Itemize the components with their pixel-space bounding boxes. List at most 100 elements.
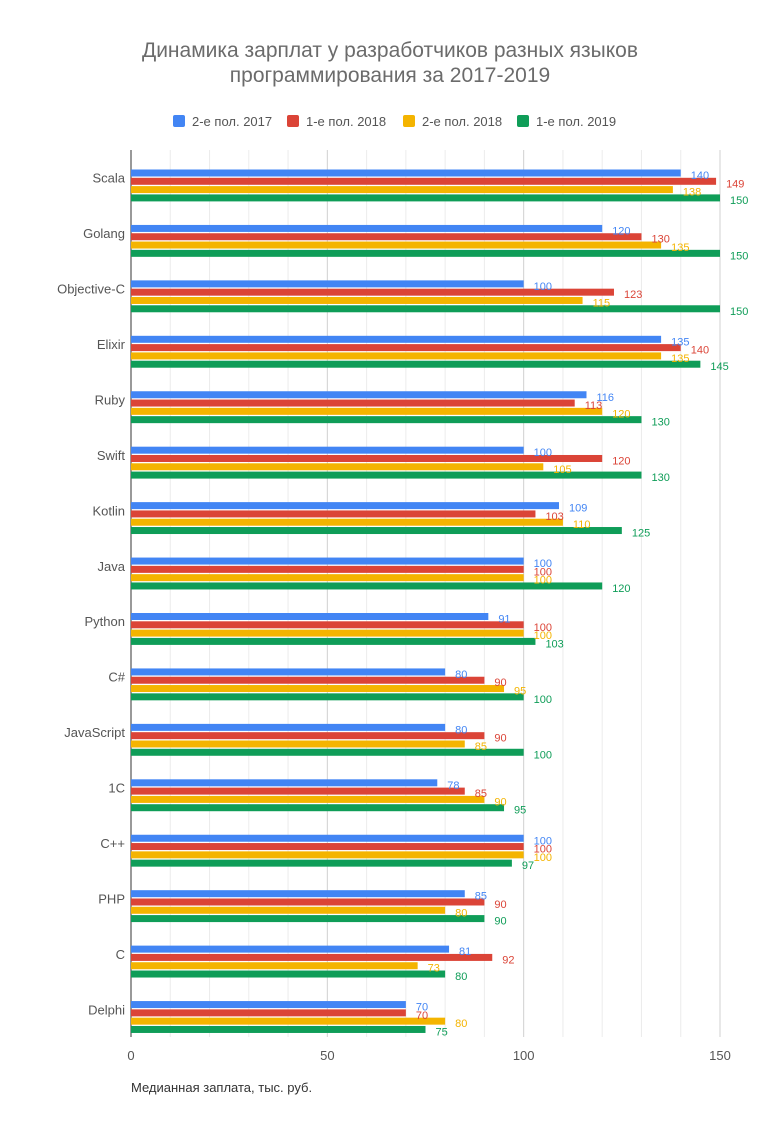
data-label: 90 xyxy=(494,796,506,808)
chart-title-line-2: программирования за 2017-2019 xyxy=(230,64,550,87)
x-tick-label: 50 xyxy=(320,1048,334,1063)
data-label: 135 xyxy=(671,242,689,254)
data-label: 90 xyxy=(494,677,506,689)
data-label: 100 xyxy=(534,281,552,293)
data-label: 92 xyxy=(502,954,514,966)
x-tick-label: 0 xyxy=(127,1048,134,1063)
data-label: 100 xyxy=(534,835,552,847)
bar xyxy=(131,335,662,343)
data-label: 100 xyxy=(534,694,552,706)
legend-swatch xyxy=(173,115,185,127)
data-label: 100 xyxy=(534,630,552,642)
bar xyxy=(131,280,524,288)
data-label: 80 xyxy=(455,724,467,736)
data-label: 90 xyxy=(494,733,506,745)
category-label: PHP xyxy=(98,891,125,906)
bar xyxy=(131,446,524,454)
bar xyxy=(131,740,465,748)
data-label: 70 xyxy=(416,1010,428,1022)
data-label: 100 xyxy=(534,558,552,570)
bar xyxy=(131,1001,406,1009)
bar xyxy=(131,454,603,462)
data-label: 100 xyxy=(534,749,552,761)
legend-label: 1-е пол. 2019 xyxy=(536,114,616,129)
category-label: JavaScript xyxy=(64,725,125,740)
category-label: Delphi xyxy=(88,1002,125,1017)
category-label: Golang xyxy=(83,226,125,241)
bar xyxy=(131,843,524,851)
data-label: 100 xyxy=(534,447,552,459)
bar xyxy=(131,668,446,676)
data-label: 75 xyxy=(436,1026,448,1038)
data-label: 120 xyxy=(612,455,630,467)
data-label: 80 xyxy=(455,971,467,983)
bar xyxy=(131,344,681,352)
bar xyxy=(131,859,512,867)
bar xyxy=(131,169,681,177)
data-label: 100 xyxy=(534,566,552,578)
data-label: 138 xyxy=(683,187,701,199)
legend: 2-е пол. 2017 1-е пол. 2018 2-е пол. 2018 1… xyxy=(173,114,616,129)
data-label: 95 xyxy=(514,805,526,817)
data-label: 150 xyxy=(730,195,748,207)
category-labels: Scala Golang Objective-C Elixir Ruby Swift Kot… xyxy=(57,171,126,1018)
legend-swatch xyxy=(287,115,299,127)
bar xyxy=(131,407,603,415)
data-label: 105 xyxy=(553,464,571,476)
data-label: 81 xyxy=(459,946,471,958)
data-label: 95 xyxy=(514,686,526,698)
bar xyxy=(131,723,446,731)
category-label: Elixir xyxy=(97,337,126,352)
data-label: 116 xyxy=(596,392,614,404)
data-label: 130 xyxy=(651,472,669,484)
category-label: Swift xyxy=(97,448,126,463)
bar xyxy=(131,970,446,978)
category-label: C# xyxy=(108,670,125,685)
x-tick-label: 150 xyxy=(709,1048,731,1063)
data-label: 100 xyxy=(534,575,552,587)
bar xyxy=(131,391,587,399)
category-label: C++ xyxy=(100,836,125,851)
x-axis-label: Медианная заплата, тыс. руб. xyxy=(131,1080,312,1095)
legend-swatch xyxy=(517,115,529,127)
data-label: 100 xyxy=(534,622,552,634)
data-label: 125 xyxy=(632,528,650,540)
bar xyxy=(131,557,524,565)
data-label: 113 xyxy=(585,400,603,412)
data-label: 80 xyxy=(455,907,467,919)
bar xyxy=(131,1025,426,1033)
bar xyxy=(131,502,560,510)
bar xyxy=(131,177,717,185)
data-label: 115 xyxy=(593,297,611,309)
legend-label: 1-е пол. 2018 xyxy=(306,114,386,129)
legend-label: 2-е пол. 2018 xyxy=(422,114,502,129)
bar xyxy=(131,288,614,296)
data-labels: 1401491381501201301351501001231151501351… xyxy=(416,170,748,1038)
bar xyxy=(131,945,450,953)
bar xyxy=(131,574,524,582)
data-label: 120 xyxy=(612,583,630,595)
data-label: 140 xyxy=(691,170,709,182)
data-label: 100 xyxy=(534,844,552,856)
bar xyxy=(131,898,485,906)
bar xyxy=(131,360,701,368)
bar xyxy=(131,416,642,424)
data-label: 90 xyxy=(494,899,506,911)
category-label: 1C xyxy=(108,781,125,796)
bar xyxy=(131,186,673,194)
bar xyxy=(131,915,485,923)
bar xyxy=(131,224,603,232)
bar xyxy=(131,510,536,518)
data-label: 135 xyxy=(671,353,689,365)
category-label: Python xyxy=(85,614,125,629)
data-label: 80 xyxy=(455,1018,467,1030)
x-tick-label: 100 xyxy=(513,1048,535,1063)
category-label: Scala xyxy=(92,171,125,186)
bar xyxy=(131,906,446,914)
bar xyxy=(131,241,662,249)
data-label: 90 xyxy=(494,916,506,928)
data-label: 91 xyxy=(498,614,510,626)
data-label: 70 xyxy=(416,1002,428,1014)
category-label: Objective-C xyxy=(57,282,125,297)
